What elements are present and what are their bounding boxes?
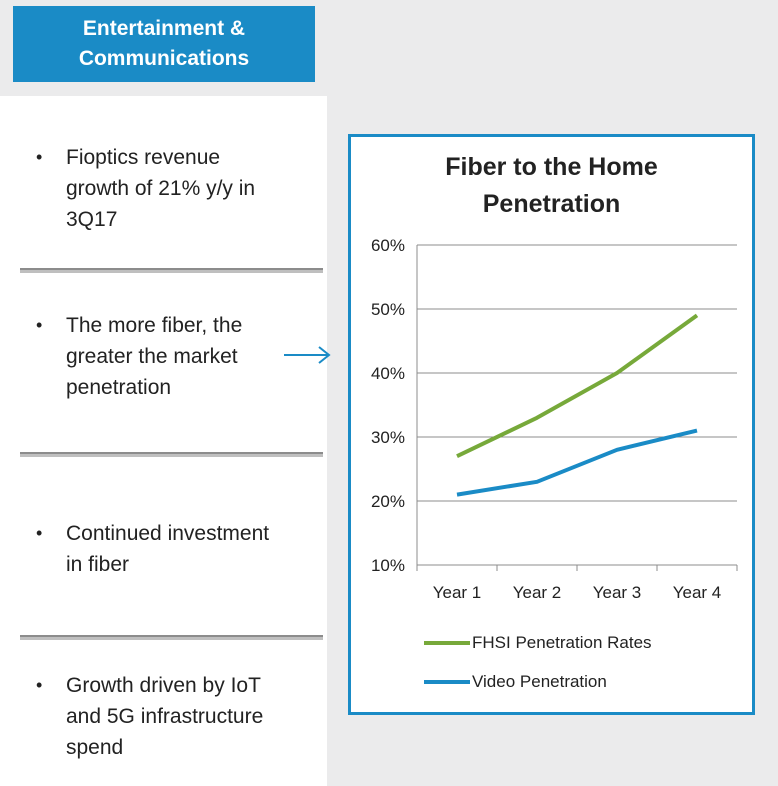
- bullet-text: Fioptics revenue growth of 21% y/y in 3Q…: [66, 146, 256, 231]
- bullet-item-3: • Continued investment in fiber: [36, 518, 269, 580]
- x-tick-label: Year 4: [673, 583, 722, 602]
- arrow-right-icon: [284, 346, 331, 364]
- y-tick-label: 60%: [371, 236, 405, 255]
- x-tick-label: Year 3: [593, 583, 642, 602]
- legend-label-video: Video Penetration: [472, 672, 607, 691]
- divider: [20, 635, 323, 640]
- divider: [20, 268, 323, 273]
- divider: [20, 452, 323, 457]
- bullet-dot: •: [36, 315, 43, 335]
- legend-item-video: Video Penetration: [424, 672, 607, 692]
- legend-label-fhsi: FHSI Penetration Rates: [472, 633, 652, 652]
- bullet-item-2: • The more fiber, the greater the market…: [36, 310, 242, 403]
- bullet-text: Growth driven by IoT and 5G infrastructu…: [66, 674, 264, 759]
- legend-swatch-video: [424, 680, 470, 684]
- x-tick-label: Year 2: [513, 583, 562, 602]
- y-tick-label: 20%: [371, 492, 405, 511]
- section-header-title: Entertainment & Communications: [78, 17, 250, 70]
- series-line-fhsi: [456, 313, 699, 459]
- legend-swatch-fhsi: [424, 641, 470, 645]
- y-tick-label: 40%: [371, 364, 405, 383]
- y-tick-label: 10%: [371, 556, 405, 575]
- line-chart: 10% 20% 30% 40% 50% 60% Year 1 Year 2 Year 3 Year…: [371, 236, 738, 602]
- chart-panel: Fiber to the Home Penetration 10% 20% 30% 4…: [348, 134, 755, 715]
- y-tick-label: 50%: [371, 300, 405, 319]
- x-tick-label: Year 1: [433, 583, 482, 602]
- y-tick-label: 30%: [371, 428, 405, 447]
- bullet-item-4: • Growth driven by IoT and 5G infrastruc…: [36, 670, 263, 763]
- bullet-dot: •: [36, 675, 43, 695]
- section-header: Entertainment & Communications: [13, 6, 315, 82]
- bullet-dot: •: [36, 147, 43, 167]
- bullet-panel: [0, 96, 327, 786]
- bullet-dot: •: [36, 523, 43, 543]
- bullet-text: The more fiber, the greater the market p…: [66, 314, 243, 399]
- legend-item-fhsi: FHSI Penetration Rates: [424, 633, 652, 653]
- bullet-item-1: • Fioptics revenue growth of 21% y/y in …: [36, 142, 255, 235]
- chart-title: Fiber to the Home Penetration: [445, 153, 658, 218]
- bullet-text: Continued investment in fiber: [66, 522, 270, 576]
- series-line-video: [456, 428, 698, 497]
